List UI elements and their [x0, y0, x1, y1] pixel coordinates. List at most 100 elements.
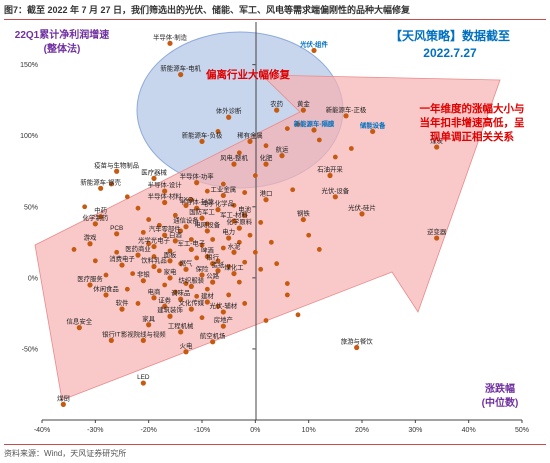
- data-point: [226, 292, 232, 298]
- point-label: 信息安全: [67, 317, 93, 326]
- trend-arrow: [34, 74, 501, 401]
- data-point: [220, 192, 226, 199]
- data-point: [210, 279, 216, 285]
- point-label: 港口: [260, 189, 273, 198]
- point-label: 体外诊断: [216, 106, 242, 115]
- data-points: [60, 40, 440, 407]
- point-label: 疫苗与生物制品: [94, 160, 139, 169]
- data-point: [162, 199, 168, 206]
- data-point: [151, 254, 157, 259]
- point-label: 中药: [94, 206, 107, 215]
- data-point: [151, 263, 157, 270]
- point-label: LED: [137, 374, 150, 381]
- point-label: 燃气: [180, 258, 193, 267]
- data-point: [199, 315, 205, 321]
- right-note-line2: 当年扣非增速高低，呈: [420, 116, 525, 129]
- data-point: [236, 239, 242, 245]
- point-label: 储能设备: [360, 120, 386, 129]
- data-point: [98, 185, 104, 191]
- figure-title: 图7：截至 2022 年 7 月 27 日，我们筛选出的光伏、储能、军工、风电等…: [4, 3, 546, 20]
- data-point: [231, 249, 237, 255]
- data-point: [204, 228, 210, 234]
- point-label: 半导体-功率: [180, 172, 215, 181]
- data-point: [167, 275, 173, 281]
- point-label: 稀有金属: [237, 130, 263, 139]
- point-label: 新能源车-电机: [160, 64, 201, 73]
- point-label: 电力: [222, 227, 235, 236]
- point-label: 游戏: [84, 233, 97, 242]
- data-point: [220, 323, 226, 329]
- point-label: 新能源车-正极: [326, 105, 367, 114]
- point-label: 新能源车-负极: [182, 130, 223, 139]
- data-point: [167, 40, 173, 46]
- point-label: 航空机场: [200, 331, 226, 340]
- data-point: [295, 121, 301, 127]
- data-point: [194, 205, 200, 211]
- point-label: PCB: [110, 225, 123, 232]
- point-label: 房地产: [214, 315, 233, 324]
- data-point: [146, 217, 152, 222]
- data-point: [76, 325, 82, 331]
- data-point: [167, 258, 173, 264]
- point-label: 逆变器: [427, 227, 447, 236]
- point-label: 造纸: [212, 260, 225, 269]
- data-point: [124, 286, 130, 292]
- data-point: [135, 301, 141, 306]
- point-label: 航运: [276, 145, 289, 154]
- data-point: [140, 337, 146, 343]
- data-point: [231, 218, 237, 224]
- data-point: [316, 247, 322, 252]
- data-point: [140, 380, 146, 386]
- point-label: 工程机械: [168, 321, 194, 330]
- data-point: [92, 221, 98, 227]
- x-tick-label: 40%: [462, 427, 476, 434]
- data-point: [354, 344, 360, 351]
- data-point: [188, 237, 194, 242]
- data-point: [263, 197, 269, 203]
- data-point: [258, 220, 264, 225]
- data-point: [188, 283, 194, 289]
- point-label: 医疗服务: [77, 274, 103, 283]
- point-label: 煤倒: [57, 393, 70, 402]
- data-point: [146, 241, 152, 247]
- x-tick-label: 50%: [515, 427, 529, 434]
- data-point: [114, 249, 120, 255]
- data-point: [204, 221, 210, 227]
- point-label: 证券: [158, 295, 171, 304]
- y-tick-labels: -50% 0% 50% 100% 150%: [20, 62, 256, 353]
- data-point: [119, 262, 125, 268]
- point-label: 光学光电子: [138, 236, 171, 245]
- point-label: 钢铁: [297, 209, 310, 218]
- data-point: [188, 197, 194, 203]
- point-label: 影视院线与视频: [121, 329, 166, 338]
- x-tick-label: -20%: [140, 427, 156, 434]
- point-label: 啤酒: [201, 246, 214, 255]
- data-point: [210, 237, 216, 242]
- point-label: 电子化学品: [202, 199, 234, 208]
- y-tick-label: 0%: [28, 275, 38, 282]
- data-point: [60, 401, 66, 407]
- data-point: [263, 318, 269, 323]
- data-point: [204, 286, 210, 292]
- data-point: [199, 138, 205, 144]
- data-point: [252, 249, 258, 255]
- data-point: [178, 296, 184, 302]
- data-point: [98, 214, 104, 220]
- point-label: 保险: [196, 264, 209, 273]
- data-point: [140, 278, 146, 284]
- x-tick-label: 30%: [408, 427, 422, 434]
- point-label: 非银: [137, 270, 150, 279]
- point-label: 家具: [142, 314, 155, 323]
- data-point: [156, 222, 162, 228]
- data-point: [162, 282, 168, 288]
- data-point: [194, 255, 200, 261]
- point-label: 白酒: [169, 230, 182, 239]
- point-label: 军工-材料: [220, 210, 248, 219]
- ellipse-label: 偏离行业大幅修复: [206, 68, 290, 81]
- date-box-line1: 【天风策略】数据截至: [390, 28, 510, 43]
- point-label: 电网设备: [195, 220, 221, 229]
- point-label: 光伏-辅材: [209, 301, 237, 310]
- data-point: [183, 281, 189, 286]
- data-point: [252, 173, 258, 178]
- point-label: 医疗器械: [141, 167, 167, 176]
